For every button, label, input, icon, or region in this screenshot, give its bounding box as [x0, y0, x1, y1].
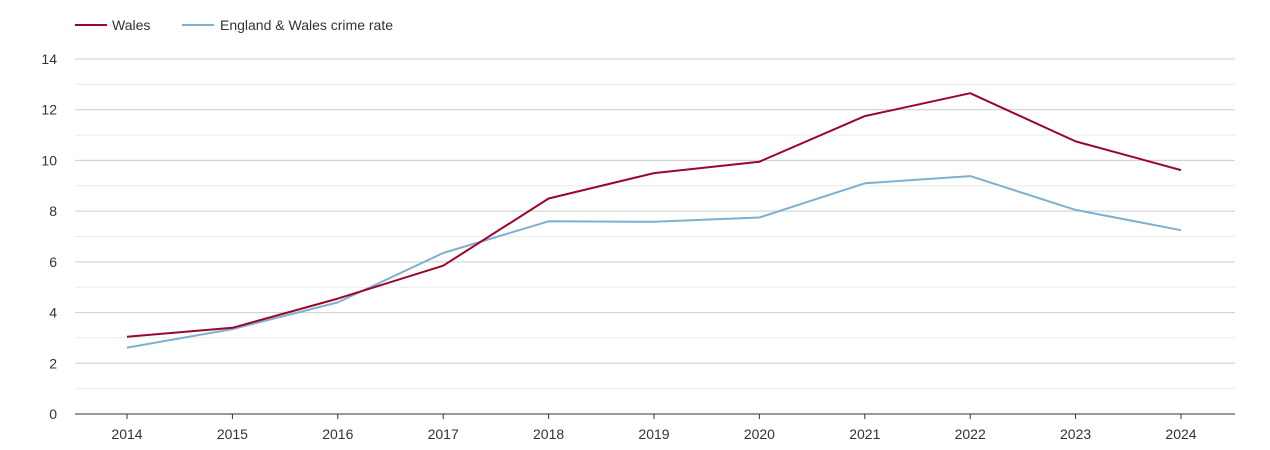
y-axis-ticks: 0 2 4 6 8 10 12 14 — [41, 51, 57, 422]
x-tick-label: 2018 — [533, 426, 564, 442]
legend: Wales England & Wales crime rate — [75, 17, 393, 33]
legend-label-england-wales: England & Wales crime rate — [220, 17, 393, 33]
legend-item-wales[interactable]: Wales — [75, 17, 150, 33]
y-tick-label: 10 — [41, 152, 57, 168]
x-tick-label: 2020 — [744, 426, 775, 442]
series-line-england-wales-crime-rate — [126, 175, 1182, 349]
x-tick-label: 2023 — [1060, 426, 1091, 442]
x-tick-label: 2017 — [428, 426, 459, 442]
x-tick-label: 2024 — [1165, 426, 1196, 442]
y-tick-label: 12 — [41, 102, 57, 118]
x-tick-label: 2019 — [638, 426, 669, 442]
gridlines — [75, 58, 1235, 390]
y-tick-label: 2 — [49, 355, 57, 371]
legend-label-wales: Wales — [112, 17, 150, 33]
x-tick-label: 2016 — [322, 426, 353, 442]
series-line-wales — [126, 92, 1182, 338]
x-tick-label: 2022 — [955, 426, 986, 442]
x-tick-label: 2014 — [111, 426, 142, 442]
y-tick-label: 14 — [41, 51, 57, 67]
x-tick-label: 2015 — [217, 426, 248, 442]
y-tick-label: 4 — [49, 305, 57, 321]
series-lines — [126, 92, 1182, 349]
x-tick-label: 2021 — [849, 426, 880, 442]
legend-item-england-wales[interactable]: England & Wales crime rate — [182, 17, 393, 33]
x-axis-ticks: 2014 2015 2016 2017 2018 2019 2020 2021 2022 2023… — [111, 414, 1197, 442]
y-tick-label: 6 — [49, 254, 57, 270]
y-tick-label: 8 — [49, 203, 57, 219]
y-tick-label: 0 — [49, 406, 57, 422]
